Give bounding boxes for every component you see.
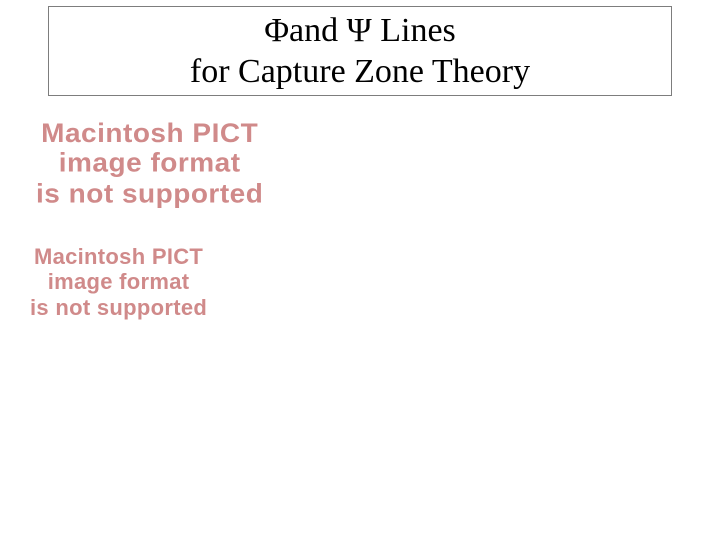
pict-1-line-3: is not supported xyxy=(36,178,263,208)
pict-2-line-2: image format xyxy=(30,269,207,294)
title-line-2: for Capture Zone Theory xyxy=(190,51,530,92)
pict-placeholder-1: Macintosh PICT image format is not suppo… xyxy=(36,118,263,208)
pict-placeholder-2: Macintosh PICT image format is not suppo… xyxy=(30,244,207,320)
title-line-1: Φand Ψ Lines xyxy=(264,10,456,51)
title-box: Φand Ψ Lines for Capture Zone Theory xyxy=(48,6,672,96)
pict-1-line-2: image format xyxy=(36,148,263,178)
slide: Φand Ψ Lines for Capture Zone Theory Mac… xyxy=(0,0,720,540)
pict-1-line-1: Macintosh PICT xyxy=(36,118,263,148)
pict-2-line-1: Macintosh PICT xyxy=(30,244,207,269)
pict-2-line-3: is not supported xyxy=(30,295,207,320)
